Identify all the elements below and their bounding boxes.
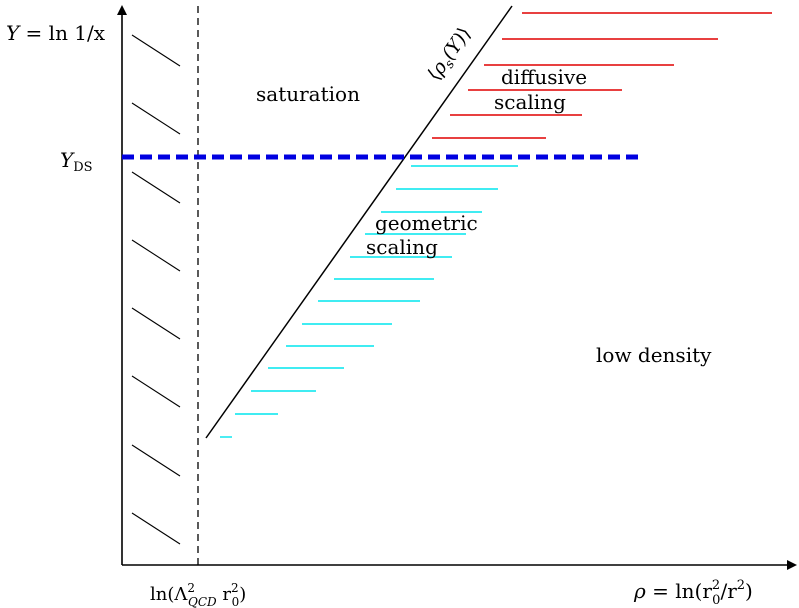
y-ds-label: YDS (60, 148, 93, 175)
low-density-label: low density (596, 343, 712, 367)
geometric-label-line1: geometric (375, 211, 478, 235)
hatching (131, 34, 181, 545)
y-axis-label: Y = ln 1/x (6, 21, 106, 45)
saturation-label: saturation (256, 82, 360, 106)
saturation-line-label: ⟨ρs(Y)⟩ (423, 23, 478, 87)
geometric-scaling-lines (220, 165, 518, 438)
diffusive-label-line2: scaling (494, 90, 566, 114)
x-axis-label: ρ = ln(r2 0/r2) (633, 578, 753, 608)
geometric-label-line2: scaling (366, 235, 438, 259)
diffusive-scaling-lines (432, 12, 772, 139)
saturation-line (205, 5, 513, 439)
x-tick-label: ln(Λ2 QCD r2 0) (150, 581, 246, 608)
diffusive-label-line1: diffusive (501, 65, 587, 89)
